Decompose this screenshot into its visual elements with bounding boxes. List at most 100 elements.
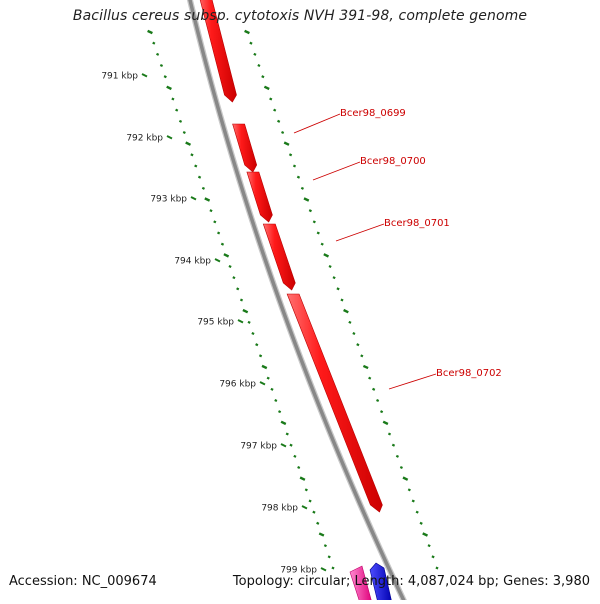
gene-label[interactable]: Bcer98_0702 [436,368,502,379]
tick-minor [247,320,251,324]
tick-minor [257,63,261,68]
gene-leader-line [388,373,437,390]
tick-minor [156,52,160,56]
tick-minor [281,130,285,135]
tick-major [323,253,330,258]
gene-arrow[interactable] [232,123,258,173]
tick-minor [391,443,396,447]
partial-feature-blue[interactable] [369,562,393,604]
tick-major [382,420,389,426]
gene-arrow[interactable] [262,223,296,291]
gene-label[interactable]: Bcer98_0700 [360,156,426,167]
tick-minor [395,454,399,458]
tick-minor [419,521,423,525]
tick-mark [301,505,308,510]
tick-label: 792 kbp [126,134,163,144]
tick-minor [308,499,312,503]
tick-major [318,532,325,537]
tick-major [303,197,310,202]
tick-minor [232,276,236,280]
tick-minor [340,298,344,302]
gene-arrow[interactable] [286,293,383,513]
gene-leader-line [312,161,361,181]
tick-mark [214,258,221,263]
genome-title: Bacillus cereus subsp. cytotoxis NVH 391… [72,8,528,24]
tick-minor [376,398,380,403]
tick-major [166,85,172,91]
tick-minor [228,264,232,269]
tick-minor [194,164,198,168]
tick-minor [297,465,301,470]
tick-minor [251,331,255,336]
tick-minor [312,510,316,514]
tick-major [242,308,249,314]
tick-major [147,29,153,35]
tick-minor [427,544,431,548]
tick-minor [239,298,244,302]
tick-minor [274,398,278,403]
tick-major [244,29,250,35]
tick-minor [300,186,304,190]
gene-layer [198,0,393,604]
tick-minor [352,331,356,336]
tick-mark [237,319,244,324]
tick-mark [320,567,327,572]
tick-minor [258,354,263,358]
tick-minor [316,231,320,235]
tick-minor [217,231,221,235]
tick-minor [277,119,281,123]
tick-minor [171,97,175,101]
tick-minor [327,555,331,559]
tick-minor [431,555,435,559]
gene-leader-line [335,223,385,242]
tick-label: 796 kbp [219,380,256,390]
tick-minor [288,153,293,157]
tick-minor [236,287,240,291]
tick-major [263,85,270,91]
gene-label[interactable]: Bcer98_0701 [384,218,450,229]
tick-minor [336,287,340,291]
tick-minor [273,108,277,112]
tick-minor [201,186,205,190]
tick-minor [316,521,320,525]
label-layer: 791 kbp 792 kbp 793 kbp 794 kbp 795 kbp 796 k… [101,72,501,576]
tick-major [223,253,230,258]
tick-minor [435,566,439,570]
tick-track-inner [147,29,335,570]
tick-minor [320,242,324,246]
gene-arrow[interactable] [246,171,273,223]
tick-minor [292,164,297,168]
gene-arrow[interactable] [198,0,237,103]
tick-minor [278,410,282,414]
accession-text: Accession: NC_009674 [9,574,157,589]
tick-track-outer [244,29,439,570]
tick-minor [285,432,289,436]
tick-minor [270,387,274,391]
tick-minor [289,443,293,447]
tick-minor [411,499,415,503]
tick-minor [387,432,392,436]
tick-minor [368,376,372,380]
tick-minor [163,75,167,79]
tick-minor [159,63,164,68]
tick-minor [332,276,336,280]
tick-minor [182,130,186,135]
tick-mark [141,73,148,78]
tick-minor [360,354,364,358]
tick-minor [266,376,270,380]
tick-major [299,476,306,481]
tick-minor [249,41,253,45]
tick-minor [220,242,225,246]
tick-minor [190,153,194,157]
tick-minor [331,566,335,570]
tick-minor [175,108,179,112]
tick-minor [399,465,403,470]
gene-label[interactable]: Bcer98_0699 [340,108,406,119]
tick-minor [328,264,332,269]
tick-major [362,364,369,370]
tick-minor [380,410,384,414]
tick-minor [407,488,411,492]
tick-label: 795 kbp [197,318,234,328]
tick-minor [152,41,156,45]
tick-mark [166,135,173,140]
